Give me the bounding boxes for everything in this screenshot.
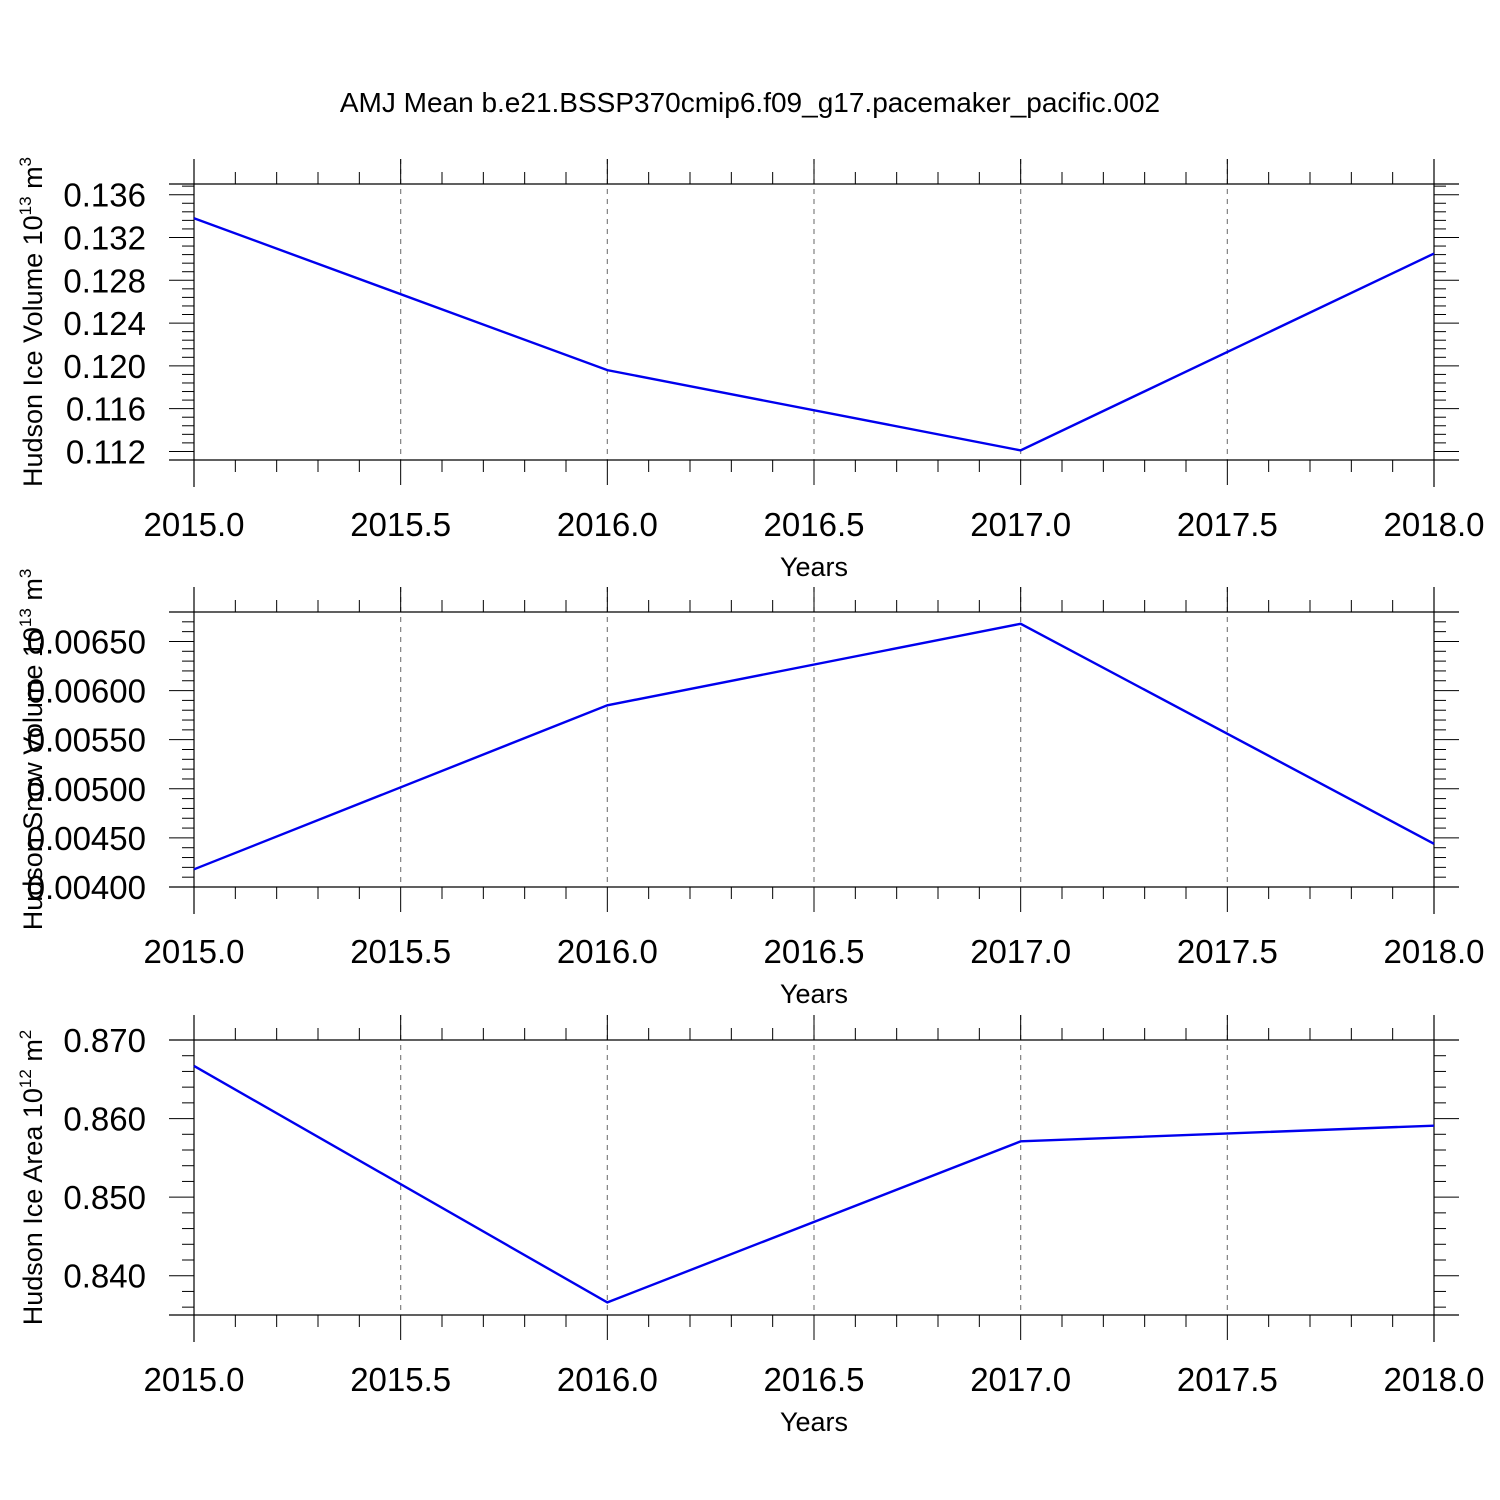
- series-line: [193, 1064, 1435, 1304]
- y-axis-label: Hudson Snow Volume 1013 m3: [16, 569, 48, 931]
- series-line: [193, 622, 1435, 871]
- x-tick-label: 2016.0: [557, 933, 658, 970]
- x-tick-label: 2017.5: [1177, 1361, 1278, 1398]
- y-tick-label: 0.00650: [27, 623, 146, 660]
- x-tick-label: 2017.5: [1177, 933, 1278, 970]
- y-tick-label: 0.00400: [27, 869, 146, 906]
- x-tick-label: 2015.5: [350, 1361, 451, 1398]
- y-tick-label: 0.124: [63, 305, 146, 342]
- x-tick-label: 2018.0: [1384, 506, 1485, 543]
- x-tick-label: 2015.0: [144, 1361, 245, 1398]
- y-tick-label: 0.840: [63, 1258, 146, 1295]
- y-tick-label: 0.120: [63, 348, 146, 385]
- y-axis-label-text: Hudson Ice Area 10: [18, 1088, 48, 1325]
- x-tick-label: 2016.0: [557, 506, 658, 543]
- x-tick-label: 2016.5: [764, 1361, 865, 1398]
- y-tick-label: 0.00500: [27, 771, 146, 808]
- x-tick-label: 2017.5: [1177, 506, 1278, 543]
- x-tick-label: 2018.0: [1384, 933, 1485, 970]
- x-tick-label: 2015.5: [350, 933, 451, 970]
- y-axis-label-text: Hudson Ice Volume 10: [18, 215, 48, 487]
- y-axis-label-unit-exponent: 3: [16, 569, 35, 578]
- x-axis-label: Years: [780, 1407, 848, 1437]
- y-tick-label: 0.112: [66, 433, 146, 470]
- chart-panel-3: 2015.0 2015.5 2016.0 2016.5 2017.0 2017.5 2018…: [16, 1015, 1484, 1437]
- x-tick-label: 2016.5: [764, 506, 865, 543]
- y-axis-label-unit-exponent: 3: [16, 157, 35, 166]
- y-axis-label-unit: m: [18, 166, 48, 196]
- y-tick-label: 0.136: [63, 177, 146, 214]
- y-tick-label: 0.128: [63, 262, 146, 299]
- series-line: [193, 217, 1435, 452]
- x-axis-label: Years: [780, 552, 848, 582]
- chart-panels: 2015.0 2015.5 2016.0 2016.5 2017.0 2017.5 2018…: [16, 157, 1484, 1437]
- y-tick-label: 0.00550: [27, 722, 146, 759]
- x-tick-label: 2017.0: [970, 933, 1071, 970]
- chart-panel-1: 2015.0 2015.5 2016.0 2016.5 2017.0 2017.5 2018…: [16, 157, 1484, 582]
- y-axis-label-unit-exponent: 2: [16, 1030, 35, 1039]
- figure-title: AMJ Mean b.e21.BSSP370cmip6.f09_g17.pace…: [340, 87, 1160, 118]
- y-tick-label: 0.00600: [27, 673, 146, 710]
- y-tick-label: 0.00450: [27, 820, 146, 857]
- x-axis-label: Years: [780, 979, 848, 1009]
- y-axis-label-exponent: 12: [16, 1069, 35, 1088]
- y-tick-label: 0.132: [63, 219, 146, 256]
- y-axis-label-exponent: 13: [16, 608, 35, 627]
- x-tick-label: 2018.0: [1384, 1361, 1485, 1398]
- x-tick-label: 2016.0: [557, 1361, 658, 1398]
- y-tick-label: 0.850: [63, 1179, 146, 1216]
- y-axis-label: Hudson Ice Volume 1013 m3: [16, 157, 48, 487]
- x-tick-label: 2015.0: [144, 933, 245, 970]
- x-tick-label: 2017.0: [970, 1361, 1071, 1398]
- x-tick-label: 2015.0: [144, 506, 245, 543]
- y-tick-label: 0.116: [66, 391, 146, 428]
- x-tick-label: 2016.5: [764, 933, 865, 970]
- y-axis-label-unit: m: [18, 578, 48, 608]
- chart-panel-2: 2015.0 2015.5 2016.0 2016.5 2017.0 2017.5 2018…: [16, 569, 1484, 1009]
- y-axis-label: Hudson Ice Area 1012 m2: [16, 1030, 48, 1326]
- y-axis-label-text: Hudson Snow Volume 10: [18, 627, 48, 930]
- y-tick-label: 0.860: [63, 1101, 146, 1138]
- y-axis-label-unit: m: [18, 1039, 48, 1069]
- x-tick-label: 2015.5: [350, 506, 451, 543]
- y-tick-label: 0.870: [63, 1022, 146, 1059]
- y-axis-label-exponent: 13: [16, 196, 35, 215]
- x-tick-label: 2017.0: [970, 506, 1071, 543]
